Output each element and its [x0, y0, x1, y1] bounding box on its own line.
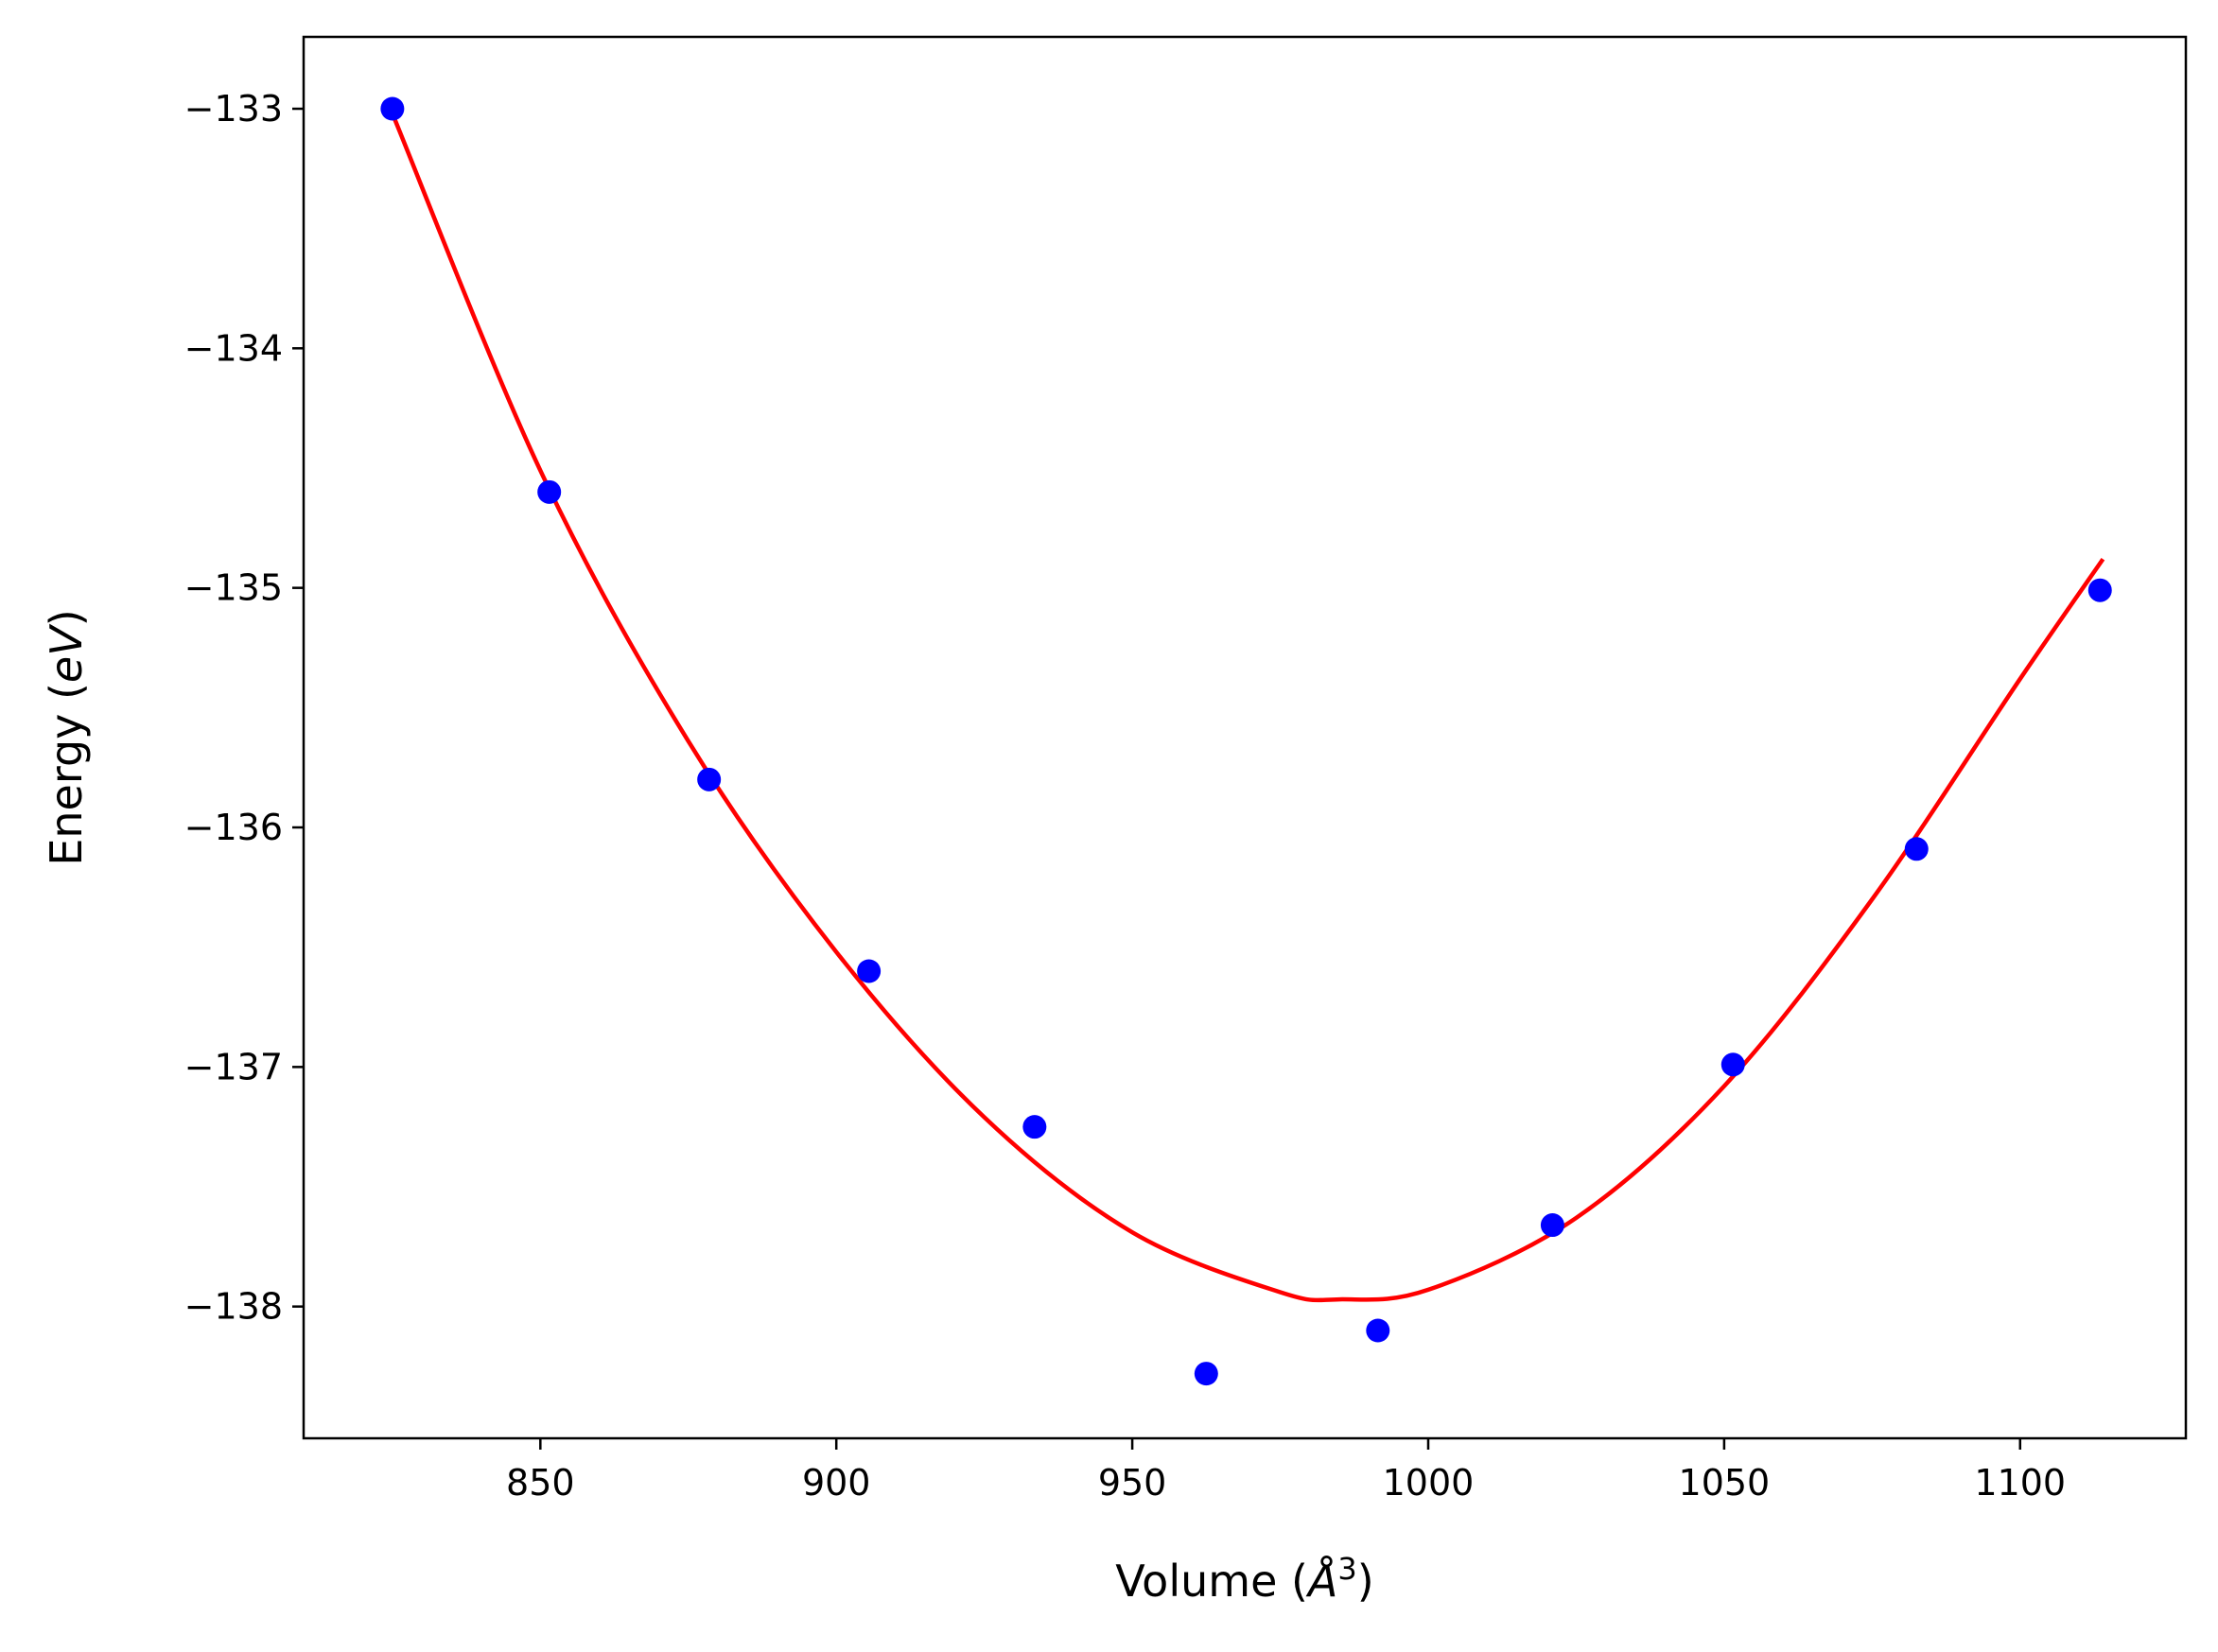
y-tick-label: −133 — [184, 88, 283, 130]
data-point — [697, 767, 722, 791]
x-tick-label: 1100 — [1974, 1462, 2066, 1504]
y-tick-label: −134 — [184, 327, 283, 369]
data-point — [857, 959, 882, 983]
y-axis-label: Energy (eV) — [41, 609, 92, 865]
x-axis-label: Volume (Å3) — [1115, 1551, 1373, 1607]
x-tick-label: 900 — [802, 1462, 871, 1504]
x-tick-label: 950 — [1098, 1462, 1167, 1504]
data-point — [1540, 1213, 1564, 1238]
plot-area — [380, 96, 2112, 1386]
data-point — [1022, 1115, 1047, 1139]
data-point — [380, 96, 405, 121]
data-point — [1904, 837, 1929, 861]
data-point — [2087, 578, 2112, 602]
x-axis: 850 900 950 1000 1050 1100 — [506, 1438, 2066, 1504]
data-point — [1720, 1052, 1745, 1077]
y-tick-label: −138 — [184, 1286, 283, 1328]
data-point — [1366, 1318, 1390, 1343]
x-tick-label: 850 — [506, 1462, 575, 1504]
axes-frame — [302, 35, 2188, 1440]
x-tick-label: 1050 — [1679, 1462, 1771, 1504]
y-axis: −133 −134 −135 −136 −137 −138 — [184, 88, 304, 1328]
y-tick-label: −137 — [184, 1046, 283, 1087]
y-tick-label: −136 — [184, 807, 283, 848]
fit-curve — [390, 113, 2105, 1303]
y-tick-label: −135 — [184, 567, 283, 609]
data-point — [537, 479, 562, 504]
data-point — [1194, 1362, 1218, 1386]
x-tick-label: 1000 — [1383, 1462, 1475, 1504]
